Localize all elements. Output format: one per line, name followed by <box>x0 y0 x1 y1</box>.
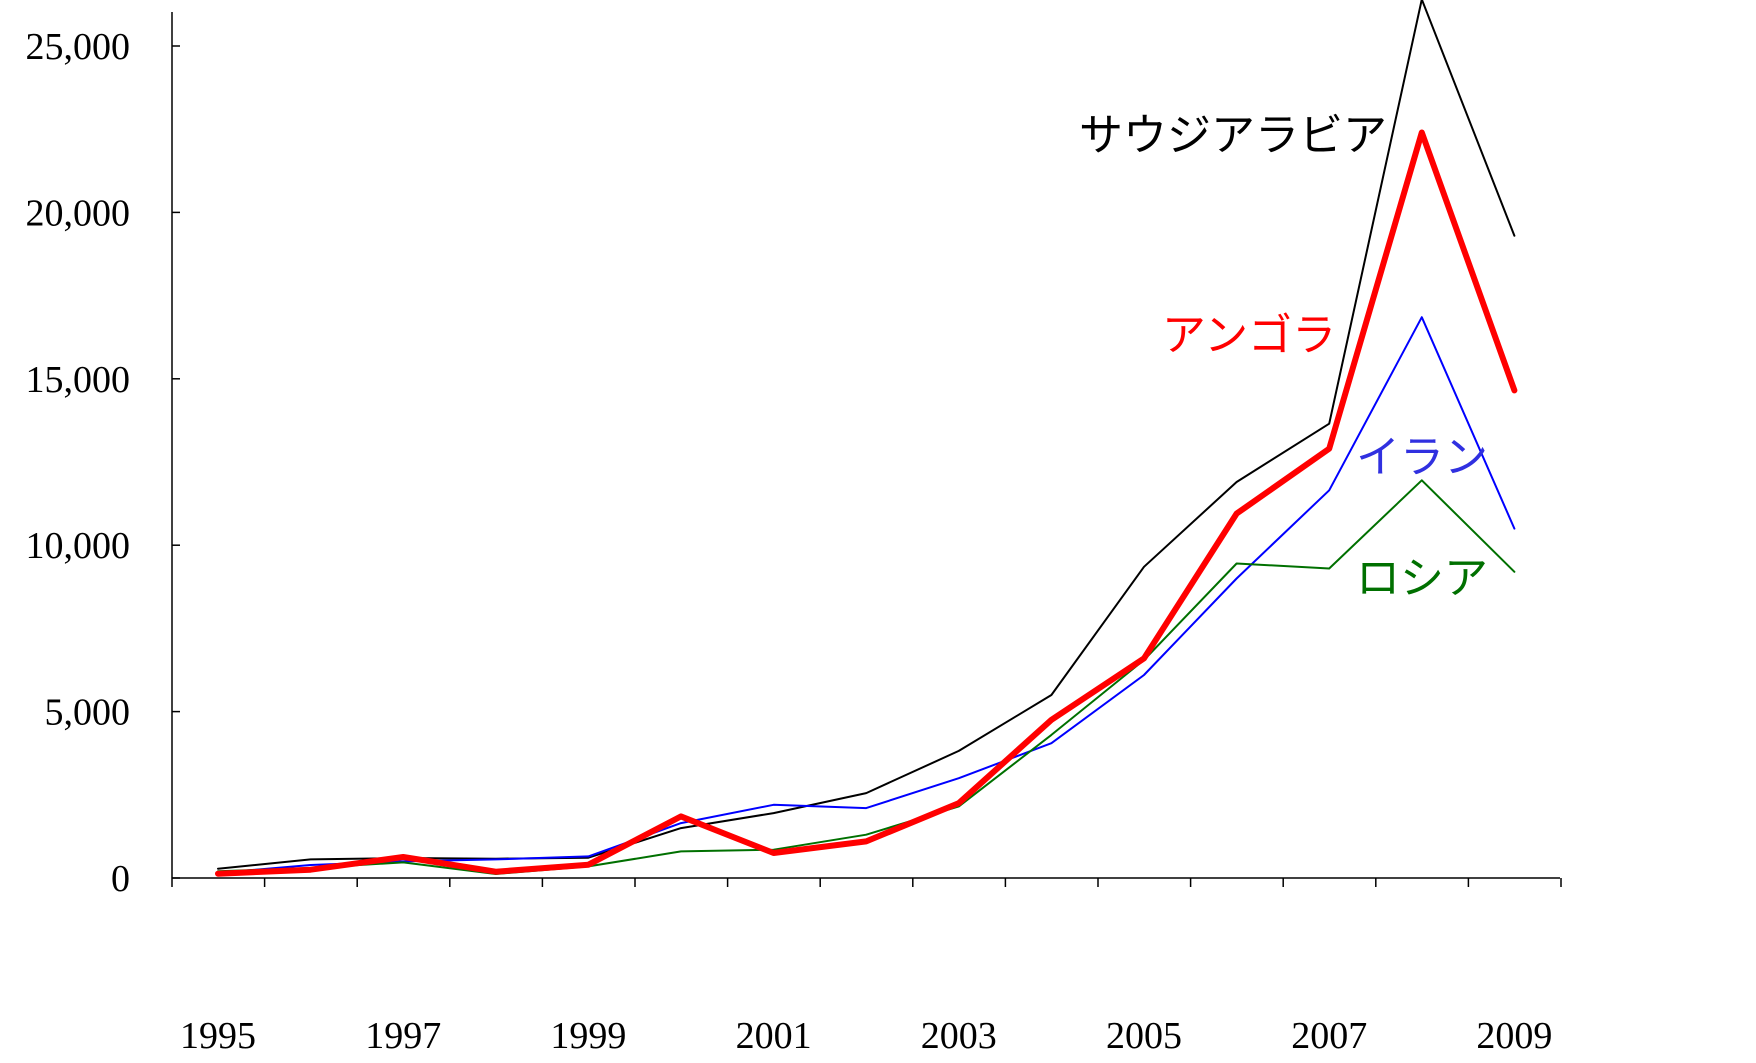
series-line-0 <box>217 0 1516 870</box>
y-tick-label: 10,000 <box>26 525 131 567</box>
y-tick-label: 5,000 <box>45 692 131 734</box>
axes-layer <box>171 12 1560 879</box>
y-tick-label: 20,000 <box>26 192 131 234</box>
labels-layer: サウジアラビア アンゴラ イラン ロシア <box>1079 110 1488 604</box>
series-line-2 <box>217 316 1516 874</box>
ticks-layer: 0 5,000 10,000 15,000 20,000 25,000 1995 1997 19… <box>26 26 1562 1057</box>
y-tick-label: 15,000 <box>26 359 131 401</box>
x-tick-label: 1999 <box>550 1015 626 1057</box>
series-line-1 <box>215 129 1518 877</box>
series-label-iran: イラン <box>1356 432 1488 483</box>
x-tick-label: 2009 <box>1476 1015 1552 1057</box>
y-tick-label: 0 <box>111 858 130 900</box>
x-tick-label: 2003 <box>921 1015 997 1057</box>
x-tick-label: 1995 <box>180 1015 256 1057</box>
x-tick-label: 2001 <box>736 1015 812 1057</box>
series-line-3 <box>217 479 1516 875</box>
series-label-russia: ロシア <box>1356 553 1488 604</box>
x-tick-label: 2007 <box>1291 1015 1367 1057</box>
y-tick-label: 25,000 <box>26 26 131 68</box>
series-label-angola: アンゴラ <box>1162 310 1336 361</box>
series-layer <box>215 0 1518 877</box>
x-tick-label: 1997 <box>365 1015 441 1057</box>
series-label-saudi-arabia: サウジアラビア <box>1079 110 1387 161</box>
x-tick-label: 2005 <box>1106 1015 1182 1057</box>
